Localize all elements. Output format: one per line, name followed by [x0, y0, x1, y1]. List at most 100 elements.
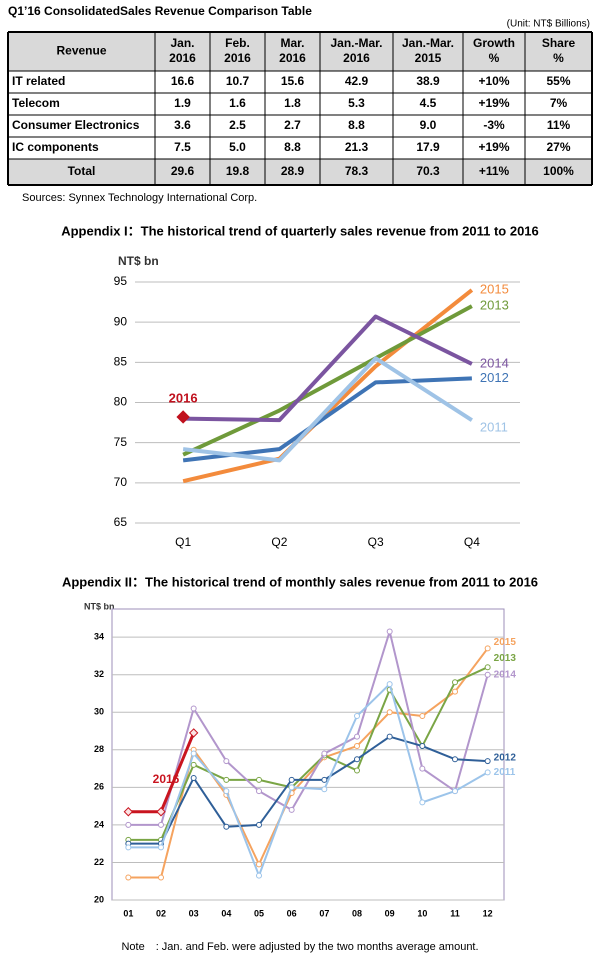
table-cell: 2.7 [284, 118, 301, 132]
point-marker [321, 750, 328, 757]
table-cell: 7.5 [174, 140, 191, 154]
x-tick-label: 03 [189, 908, 199, 918]
series-line [128, 735, 488, 845]
y-axis-label: NT$ bn [84, 601, 115, 611]
table-title: Q1’16 ConsolidatedSales Revenue Comparis… [8, 4, 312, 18]
point-marker [288, 806, 295, 813]
point-marker [354, 756, 360, 763]
table-cell: Total [68, 164, 96, 178]
point-marker [354, 713, 360, 720]
point-marker [176, 410, 190, 424]
table-cell: 17.9 [416, 140, 440, 154]
point-marker [123, 807, 134, 817]
point-marker [484, 664, 491, 671]
x-tick-label: 09 [385, 908, 395, 918]
table-cell: 38.9 [416, 74, 440, 88]
y-tick-label: 95 [114, 274, 128, 288]
table-cell: Consumer Electronics [12, 118, 140, 132]
point-marker [158, 874, 164, 881]
table-cell: 100% [543, 164, 574, 178]
point-marker [419, 799, 426, 806]
point-marker [125, 821, 132, 828]
series-label: 2012 [494, 753, 517, 764]
table-cell: -3% [483, 118, 505, 132]
table-cell: 5.3 [348, 96, 365, 110]
series-label: 2016 [169, 390, 198, 405]
point-marker [419, 713, 426, 720]
table-cell: +19% [478, 140, 509, 154]
table-cell: 8.8 [284, 140, 301, 154]
y-tick-label: 34 [94, 632, 104, 642]
point-marker [288, 784, 295, 791]
x-tick-label: 11 [450, 908, 460, 918]
header-cell: 2015 [415, 51, 442, 65]
table-cell: 21.3 [345, 140, 369, 154]
point-marker [452, 679, 458, 686]
table-cell: 70.3 [416, 164, 440, 178]
series-label: 2012 [480, 370, 509, 385]
table-cell: Telecom [12, 96, 60, 110]
x-tick-label: 12 [483, 908, 493, 918]
header-cell: Jan.-Mar. [402, 36, 454, 50]
note: Note : Jan. and Feb. were adjusted by th… [121, 941, 478, 953]
point-marker [223, 776, 230, 783]
x-tick-label: Q1 [175, 535, 191, 549]
header-cell: % [489, 51, 500, 65]
source: Sources: Synnex Technology International… [22, 192, 257, 204]
point-marker [452, 788, 458, 795]
point-marker [190, 761, 197, 768]
header-cell: Revenue [56, 44, 106, 58]
header-cell: Share [542, 36, 576, 50]
table-cell: 29.6 [171, 164, 195, 178]
x-tick-label: 10 [417, 908, 427, 918]
y-tick-label: 70 [114, 475, 128, 489]
point-marker [321, 776, 328, 783]
point-marker [190, 750, 197, 757]
header-bg [8, 32, 592, 71]
y-tick-label: 80 [114, 395, 128, 409]
point-marker [452, 756, 458, 763]
table-cell: 1.8 [284, 96, 301, 110]
point-marker [223, 758, 230, 765]
x-tick-label: 01 [123, 908, 133, 918]
point-marker [386, 733, 393, 740]
table-cell: 7% [550, 96, 568, 110]
point-marker [256, 872, 262, 879]
table-cell: 5.0 [229, 140, 246, 154]
table-cell: 1.6 [229, 96, 246, 110]
table-cell: 1.9 [174, 96, 191, 110]
y-tick-label: 20 [94, 894, 104, 904]
series-label: 2013 [480, 298, 509, 313]
y-tick-label: 24 [94, 819, 104, 829]
header-cell: Feb. [225, 36, 250, 50]
x-tick-label: Q2 [271, 535, 287, 549]
table-cell: 15.6 [281, 74, 305, 88]
table-cell: IT related [12, 74, 65, 88]
table-cell: 28.9 [281, 164, 305, 178]
table-cell: 8.8 [348, 118, 365, 132]
table-cell: +10% [478, 74, 509, 88]
table-cell: 10.7 [226, 74, 250, 88]
y-tick-label: 22 [94, 857, 104, 867]
x-tick-label: 06 [287, 908, 297, 918]
total-bg [8, 159, 592, 185]
series-label: 2013 [494, 653, 517, 664]
y-tick-label: 30 [94, 707, 104, 717]
table-cell: 4.5 [420, 96, 437, 110]
point-marker [484, 769, 491, 776]
point-marker [419, 743, 426, 750]
point-marker [321, 786, 328, 793]
series-label: 2011 [494, 767, 516, 778]
x-tick-label: 05 [254, 908, 264, 918]
y-tick-label: 28 [94, 744, 104, 754]
table-cell: 78.3 [345, 164, 369, 178]
x-tick-label: 08 [352, 908, 362, 918]
point-marker [190, 774, 197, 781]
table-cell: +19% [478, 96, 509, 110]
point-marker [386, 681, 393, 688]
y-tick-label: 75 [114, 435, 128, 449]
table-cell: +11% [479, 164, 510, 178]
point-marker [484, 758, 491, 765]
point-marker [354, 767, 360, 774]
